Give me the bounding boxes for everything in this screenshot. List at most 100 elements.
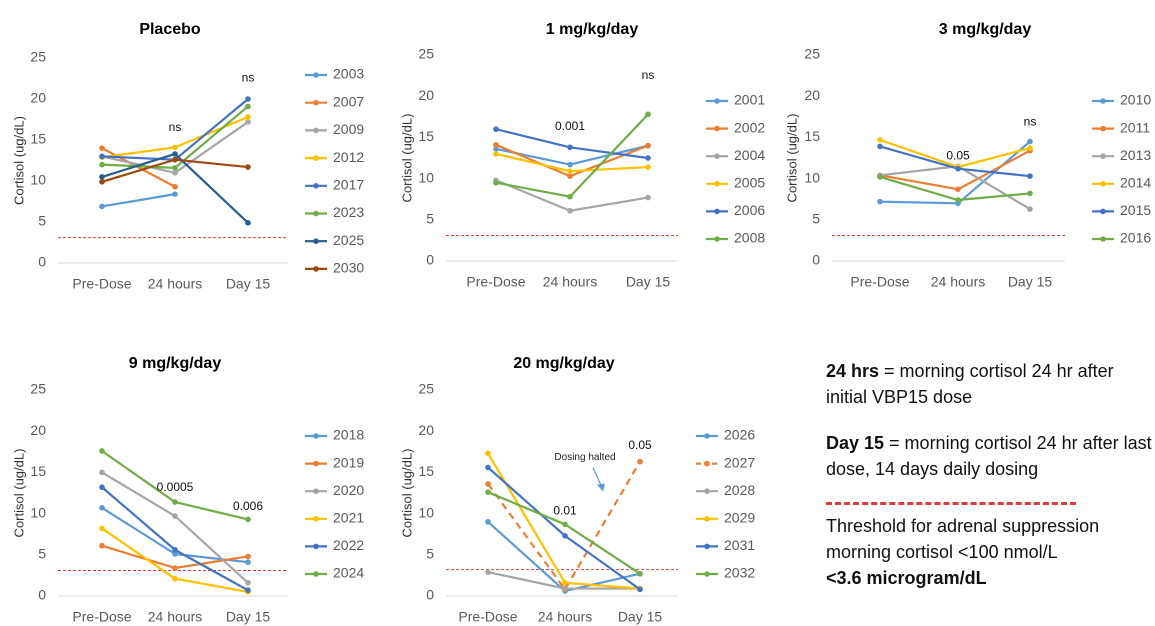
data-point (1027, 206, 1033, 212)
data-point (877, 198, 883, 205)
legend-marker (1100, 236, 1106, 242)
data-point (637, 570, 643, 577)
data-point (172, 170, 178, 176)
legend-marker (714, 236, 720, 242)
legend-marker (1100, 153, 1106, 159)
y-tick-label: 0 (38, 254, 46, 270)
y-tick-label: 15 (804, 128, 820, 144)
legend-label: 2028 (724, 482, 755, 498)
y-tick-label: 20 (418, 422, 434, 438)
legend-marker (704, 543, 710, 550)
annotation-arrowhead (597, 483, 605, 492)
legend-label: 2018 (333, 427, 364, 443)
legend-marker (714, 208, 720, 215)
data-point (1027, 190, 1033, 197)
data-point (645, 142, 651, 149)
annotation-text: 0.0005 (157, 480, 194, 494)
legend-marker (313, 433, 319, 439)
data-point (637, 458, 643, 465)
data-point (485, 464, 491, 471)
legend-marker (704, 488, 710, 495)
y-tick-label: 5 (812, 211, 820, 227)
note-threshold-value: <3.6 microgram/dL (826, 565, 1152, 591)
data-point (99, 469, 105, 476)
note-24hrs: 24 hrs = morning cortisol 24 hr after in… (826, 358, 1152, 410)
series-line-2031 (487, 466, 641, 591)
legend-label: 2016 (1120, 230, 1151, 246)
data-point (645, 164, 651, 170)
x-tick-label: Pre-Dose (466, 274, 525, 290)
data-point (562, 585, 568, 592)
data-point (493, 146, 499, 152)
legend-label: 2014 (1120, 175, 1151, 191)
y-tick-label: 25 (30, 49, 46, 65)
threshold-legend-line (826, 502, 1076, 505)
annotation-text: Dosing halted (554, 452, 615, 463)
data-point (493, 126, 499, 132)
y-tick-label: 0 (426, 252, 434, 268)
annotation-text: ns (1024, 115, 1037, 129)
legend-notes: 24 hrs = morning cortisol 24 hr after in… (826, 358, 1152, 591)
note-day15: Day 15 = morning cortisol 24 hr after la… (826, 430, 1152, 482)
y-tick-label: 5 (426, 546, 434, 562)
legend-label: 2031 (724, 537, 755, 553)
data-point (99, 145, 105, 151)
legend-label: 2029 (724, 510, 755, 526)
note-24hrs-definition: = morning cortisol 24 hr after initial V… (826, 361, 1114, 407)
data-point (172, 499, 178, 505)
y-tick-label: 25 (804, 46, 820, 62)
legend-label: 2003 (333, 66, 364, 82)
x-tick-label: 24 hours (148, 276, 202, 292)
data-point (1027, 145, 1033, 151)
legend-label: 2002 (734, 119, 765, 135)
data-point (99, 161, 105, 168)
legend-label: 2010 (1120, 92, 1151, 108)
data-point (493, 179, 499, 186)
y-axis-label: Cortisol (ug/dL) (399, 449, 414, 538)
data-point (877, 143, 883, 150)
data-point (877, 174, 883, 180)
annotation-text: ns (242, 71, 255, 85)
data-point (1027, 138, 1033, 145)
y-tick-label: 10 (30, 504, 46, 520)
legend-marker (313, 155, 319, 161)
legend-marker (714, 98, 720, 104)
legend-marker (313, 266, 319, 272)
legend-marker (313, 183, 319, 189)
legend-marker (1100, 125, 1106, 132)
data-point (245, 96, 251, 102)
legend-marker (313, 127, 319, 134)
data-point (245, 114, 251, 120)
data-point (485, 489, 491, 495)
legend-marker (313, 543, 319, 550)
data-point (567, 173, 573, 179)
legend-marker (1100, 98, 1106, 104)
y-tick-label: 0 (426, 587, 434, 603)
data-point (567, 193, 573, 200)
x-tick-label: 24 hours (148, 609, 202, 625)
chart-title: 3 mg/kg/day (939, 21, 1032, 38)
legend-marker (704, 433, 710, 439)
data-point (172, 565, 178, 571)
chart-title: 20 mg/kg/day (513, 355, 614, 372)
legend-marker (313, 99, 319, 106)
legend-label: 2013 (1120, 147, 1151, 163)
legend-label: 2012 (333, 149, 364, 165)
data-point (245, 119, 251, 125)
data-point (172, 551, 178, 557)
legend-marker (714, 181, 720, 187)
annotation-text: ns (642, 68, 655, 82)
legend-marker (714, 153, 720, 159)
y-tick-label: 20 (804, 87, 820, 103)
data-point (245, 516, 251, 523)
y-tick-label: 10 (418, 504, 434, 520)
x-tick-label: Day 15 (626, 274, 671, 290)
data-point (485, 569, 491, 575)
legend-label: 2025 (333, 232, 364, 248)
data-point (562, 521, 568, 528)
note-day15-definition: = morning cortisol 24 hr after last dose… (826, 433, 1152, 479)
legend-label: 2011 (1120, 119, 1150, 135)
data-point (99, 174, 105, 180)
legend-label: 2004 (734, 147, 765, 163)
